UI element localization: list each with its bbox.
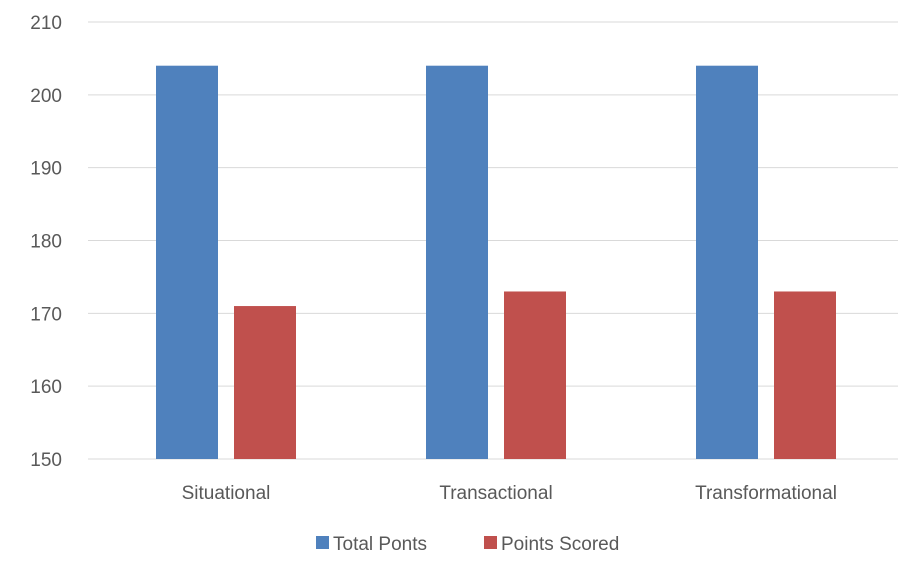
- gridlines: [88, 21, 898, 460]
- bars: [156, 65, 836, 459]
- y-tick-label: 190: [30, 159, 62, 180]
- y-tick-label: 180: [30, 232, 62, 253]
- x-axis: Situational Transactional Transformational: [182, 483, 837, 504]
- y-tick-label: 200: [30, 86, 62, 107]
- bar-total-ponts-transactional: [426, 65, 488, 459]
- bar-points-scored-transformational: [774, 291, 836, 459]
- bar-points-scored-situational: [234, 306, 296, 459]
- bar-total-ponts-situational: [156, 65, 218, 459]
- x-tick-label: Transactional: [439, 483, 552, 504]
- legend-label: Total Ponts: [333, 534, 427, 555]
- legend: Total Ponts Points Scored: [316, 534, 619, 555]
- bar-total-ponts-transformational: [696, 65, 758, 459]
- bar-points-scored-transactional: [504, 291, 566, 459]
- x-tick-label: Transformational: [695, 483, 837, 504]
- y-tick-label: 150: [30, 450, 62, 471]
- y-tick-label: 160: [30, 377, 62, 398]
- y-tick-label: 210: [30, 13, 62, 34]
- y-tick-label: 170: [30, 304, 62, 325]
- legend-swatch: [316, 536, 329, 549]
- legend-label: Points Scored: [501, 534, 619, 555]
- legend-swatch: [484, 536, 497, 549]
- y-axis: 150 160 170 180 190 200 210: [30, 13, 62, 471]
- x-tick-label: Situational: [182, 483, 271, 504]
